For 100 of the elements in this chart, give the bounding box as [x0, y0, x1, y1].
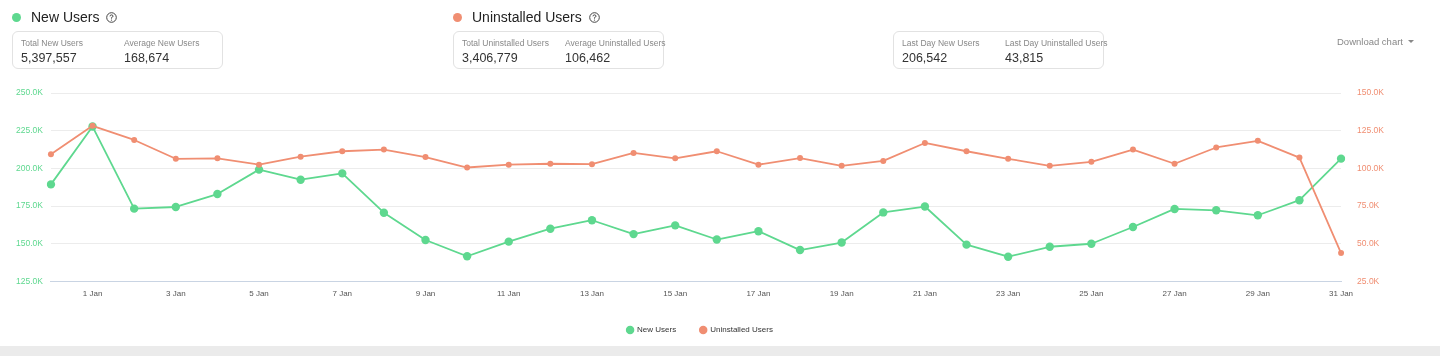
- point: [588, 161, 595, 168]
- point: [1087, 239, 1096, 248]
- text: Average New Users: [124, 38, 201, 48]
- point: [630, 149, 637, 156]
- x-tick-label: 7 Jan: [332, 289, 353, 299]
- point: [1129, 146, 1136, 153]
- y2-tick-label: 75.0K: [1357, 200, 1380, 211]
- point: [256, 161, 263, 168]
- point: [670, 221, 680, 230]
- point: [1254, 137, 1261, 144]
- x-tick-label: 31 Jan: [1329, 289, 1354, 299]
- point: [837, 238, 846, 247]
- y2-tick-label: 150.0K: [1357, 87, 1385, 98]
- x-tick-label: 17 Jan: [746, 289, 771, 299]
- point: [1005, 155, 1012, 162]
- point: [547, 160, 554, 167]
- y2-tick-label: 125.0K: [1357, 125, 1385, 136]
- point: [546, 224, 555, 233]
- text: 43,815: [1005, 51, 1045, 65]
- point: [1003, 252, 1013, 261]
- x-tick-label: 3 Jan: [166, 289, 186, 299]
- legend-label: New Users: [637, 325, 677, 335]
- point: [879, 208, 888, 217]
- point: [672, 155, 679, 162]
- point: [880, 157, 887, 164]
- point: [214, 155, 221, 162]
- text: Download chart: [1336, 36, 1403, 47]
- x-tick-label: 21 Jan: [912, 289, 937, 299]
- x-tick-label: 11 Jan: [497, 289, 521, 299]
- y-tick-label: 200.0K: [15, 162, 44, 173]
- point: [1336, 154, 1346, 163]
- x-tick-label: 9 Jan: [415, 289, 436, 299]
- point: [712, 235, 722, 244]
- point: [129, 204, 139, 213]
- text: Total New Users: [21, 38, 84, 48]
- text: New Users: [31, 9, 100, 25]
- point: [754, 227, 763, 236]
- point: [920, 202, 930, 211]
- text: 106,462: [565, 51, 612, 65]
- text: Last Day Uninstalled Users: [1005, 38, 1108, 48]
- text: Total Uninstalled Users: [462, 38, 549, 48]
- point: [587, 216, 597, 225]
- point: [1088, 158, 1095, 165]
- point: [921, 139, 928, 146]
- text: Last Day New Users: [902, 38, 981, 48]
- point: [795, 245, 805, 255]
- point: [755, 161, 762, 168]
- point: [797, 155, 804, 162]
- point: [1171, 160, 1178, 167]
- point: [213, 189, 222, 199]
- point: [462, 252, 472, 261]
- point: [713, 148, 720, 155]
- point: [1296, 154, 1303, 161]
- point: [505, 161, 512, 168]
- point: [1212, 206, 1221, 215]
- point: [380, 146, 387, 153]
- point: [296, 175, 305, 184]
- x-tick-label: 15 Jan: [663, 289, 688, 299]
- point: [629, 229, 638, 239]
- point: [379, 208, 389, 217]
- x-tick-label: 29 Jan: [1245, 289, 1270, 299]
- text: 168,674: [124, 51, 171, 65]
- point: [339, 148, 346, 155]
- text: 3,406,779: [462, 51, 519, 65]
- y2-tick-label: 100.0K: [1357, 162, 1385, 173]
- x-tick-label: 19 Jan: [829, 289, 854, 299]
- point: [962, 240, 971, 249]
- point: [1295, 196, 1304, 205]
- legend-label: Uninstalled Users: [710, 325, 773, 335]
- point: [422, 154, 429, 161]
- y-tick-label: 225.0K: [15, 125, 44, 136]
- x-tick-label: 27 Jan: [1162, 289, 1187, 299]
- point: [504, 237, 513, 246]
- point: [1338, 250, 1345, 257]
- y2-tick-label: 25.0K: [1357, 275, 1380, 286]
- point: [47, 151, 54, 158]
- x-tick-label: 13 Jan: [579, 289, 604, 299]
- x-tick-label: 25 Jan: [1079, 289, 1104, 299]
- point: [1253, 211, 1263, 220]
- x-tick-label: 23 Jan: [996, 289, 1021, 299]
- x-tick-label: 5 Jan: [249, 289, 269, 299]
- point: [421, 235, 430, 245]
- point: [131, 136, 138, 143]
- point: [338, 169, 347, 178]
- point: [172, 155, 179, 162]
- point: [1170, 204, 1179, 214]
- point: [1213, 144, 1220, 151]
- text: 5,397,557: [21, 51, 78, 65]
- x-tick-label: 1 Jan: [82, 289, 103, 299]
- point: [838, 162, 845, 169]
- text: Average Uninstalled Users: [565, 38, 666, 48]
- y-tick-label: 250.0K: [15, 87, 44, 98]
- y2-tick-label: 50.0K: [1357, 238, 1380, 249]
- point: [464, 164, 471, 171]
- point: [171, 202, 180, 212]
- text: Uninstalled Users: [472, 9, 582, 25]
- point: [297, 153, 304, 160]
- y-tick-label: 150.0K: [15, 238, 44, 249]
- y-tick-label: 175.0K: [15, 200, 44, 211]
- point: [1045, 242, 1054, 251]
